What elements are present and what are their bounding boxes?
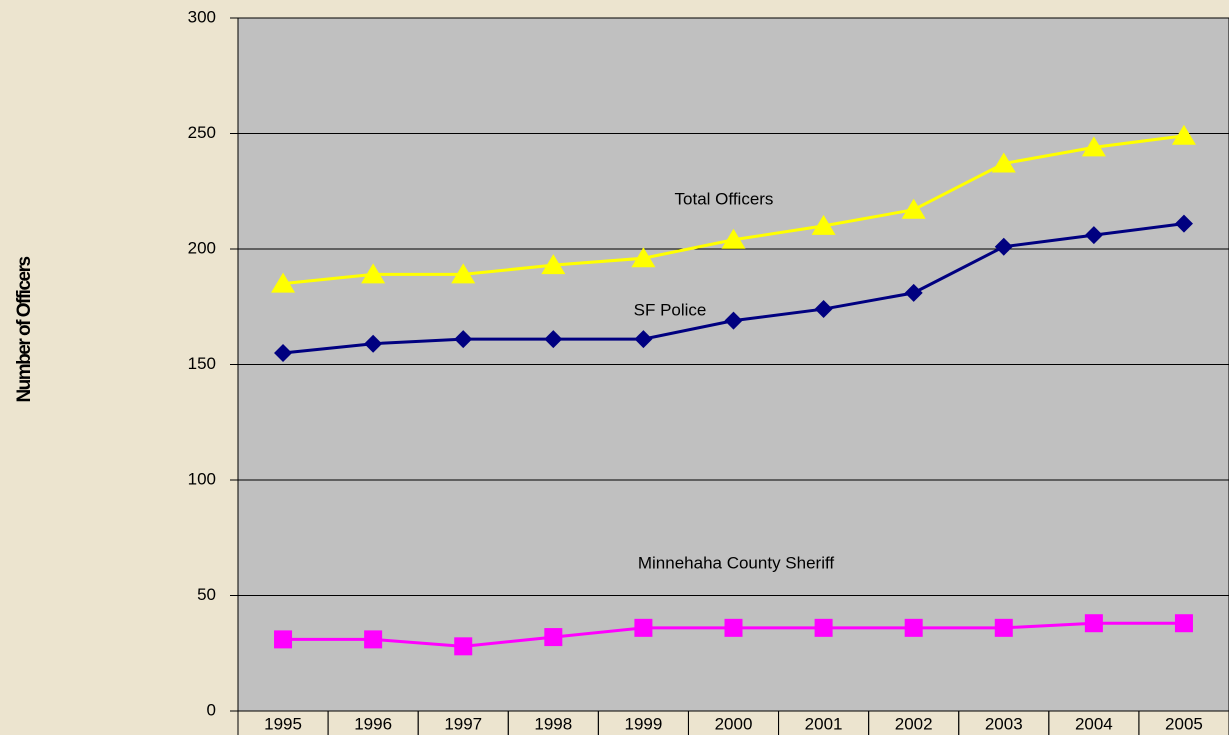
x-tick-label: 1999 <box>624 714 662 733</box>
x-tick-label: 2001 <box>805 714 843 733</box>
x-tick-label: 2005 <box>1165 714 1203 733</box>
marker <box>994 618 1013 637</box>
y-tick-label: 200 <box>188 238 216 257</box>
marker <box>361 263 386 284</box>
marker <box>1174 214 1193 233</box>
marker <box>814 300 833 319</box>
marker <box>904 618 923 637</box>
marker <box>634 330 653 349</box>
x-tick-label: 1998 <box>534 714 572 733</box>
marker <box>631 247 656 268</box>
marker <box>271 272 296 293</box>
marker <box>721 228 746 249</box>
marker <box>364 630 383 649</box>
x-tick-label: 2000 <box>715 714 753 733</box>
series-label: SF Police <box>634 300 707 319</box>
marker <box>274 343 293 362</box>
marker <box>364 334 383 353</box>
marker <box>1174 614 1193 633</box>
x-tick-label: 2003 <box>985 714 1023 733</box>
series-label: Minnehaha County Sheriff <box>638 553 835 572</box>
marker <box>724 618 743 637</box>
marker <box>991 152 1016 173</box>
x-tick-label: 1997 <box>444 714 482 733</box>
marker <box>544 330 563 349</box>
y-axis-label: Number of Officers <box>14 257 35 403</box>
marker <box>724 311 743 330</box>
marker <box>454 330 473 349</box>
marker <box>454 637 473 656</box>
marker <box>634 618 653 637</box>
series-label: Total Officers <box>675 189 774 208</box>
y-tick-label: 300 <box>188 7 216 26</box>
y-tick-label: 0 <box>207 700 216 719</box>
marker <box>1084 226 1103 245</box>
y-tick-label: 100 <box>188 469 216 488</box>
marker <box>994 237 1013 256</box>
x-tick-label: 1995 <box>264 714 302 733</box>
marker <box>451 263 476 284</box>
marker <box>1171 124 1196 145</box>
x-tick-label: 2004 <box>1075 714 1113 733</box>
x-tick-label: 2002 <box>895 714 933 733</box>
y-tick-label: 50 <box>197 585 216 604</box>
marker <box>811 214 836 235</box>
marker <box>1084 614 1103 633</box>
marker <box>814 618 833 637</box>
y-tick-label: 150 <box>188 354 216 373</box>
marker <box>541 254 566 275</box>
marker <box>1081 136 1106 157</box>
marker <box>274 630 293 649</box>
x-tick-label: 1996 <box>354 714 392 733</box>
marker <box>901 198 926 219</box>
marker <box>544 628 563 647</box>
marker <box>904 283 923 302</box>
y-tick-label: 250 <box>188 123 216 142</box>
